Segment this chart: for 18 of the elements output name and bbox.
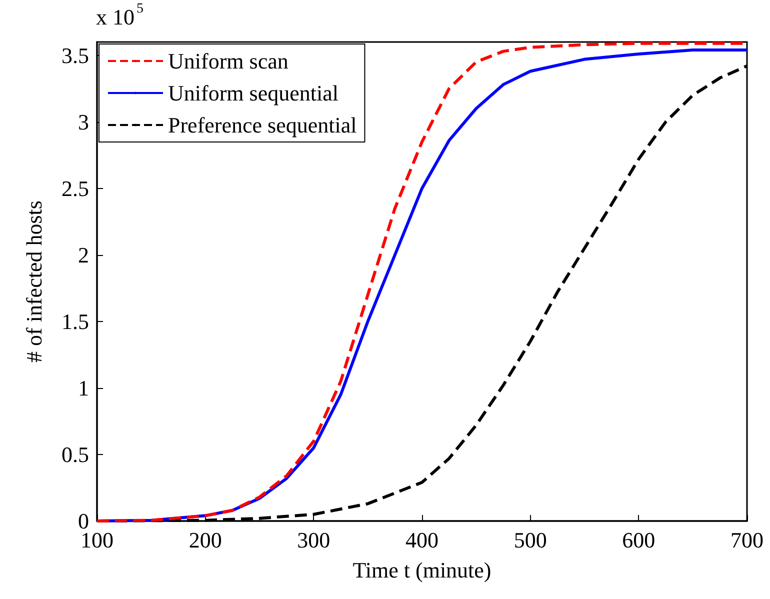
- legend-label: Uniform scan: [168, 48, 288, 74]
- y-axis-title: # of infected hosts: [22, 200, 46, 362]
- x-axis-title: Time t (minute): [352, 558, 492, 582]
- y-tick-label: 1: [78, 375, 89, 400]
- x-tick-label: 200: [188, 528, 222, 552]
- y-tick-label: 0.5: [62, 442, 89, 467]
- y-tick-label: 2: [78, 242, 89, 268]
- x-tick-label: 600: [622, 528, 656, 552]
- y-tick-label: 2.5: [62, 176, 89, 201]
- legend-label: Preference sequential: [168, 112, 357, 138]
- x-tick-label: 700: [730, 528, 764, 552]
- legend-label: Uniform sequential: [168, 80, 338, 106]
- y-tick-label: 3: [78, 109, 89, 134]
- x-tick-label: 500: [514, 528, 547, 552]
- x-tick-label: 400: [406, 528, 438, 552]
- y-tick-label: 3.5: [62, 42, 89, 68]
- y-tick-label: 1.5: [62, 308, 89, 334]
- x-tick-label: 300: [297, 528, 330, 552]
